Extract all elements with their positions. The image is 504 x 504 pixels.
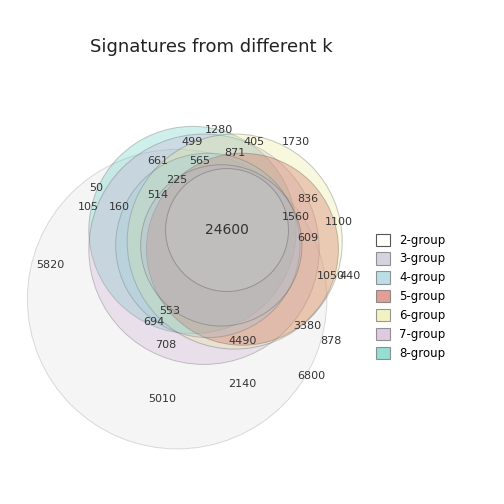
Text: 1280: 1280	[205, 125, 233, 135]
Text: 1560: 1560	[282, 212, 310, 222]
Ellipse shape	[166, 169, 288, 291]
Text: 225: 225	[166, 175, 188, 185]
Ellipse shape	[116, 153, 300, 338]
Text: 105: 105	[78, 202, 99, 212]
Title: Signatures from different k: Signatures from different k	[90, 38, 333, 56]
Text: 553: 553	[159, 306, 180, 316]
Ellipse shape	[89, 127, 296, 334]
Legend: 2-group, 3-group, 4-group, 5-group, 6-group, 7-group, 8-group: 2-group, 3-group, 4-group, 5-group, 6-gr…	[371, 229, 450, 365]
Text: 499: 499	[182, 137, 203, 147]
Text: 24600: 24600	[205, 223, 249, 237]
Text: 5820: 5820	[36, 260, 65, 270]
Text: 514: 514	[147, 191, 168, 201]
Text: 5010: 5010	[148, 394, 176, 404]
Text: 50: 50	[90, 183, 103, 193]
Text: 836: 836	[297, 195, 318, 204]
Text: 694: 694	[144, 317, 165, 327]
Text: 405: 405	[243, 137, 265, 147]
Ellipse shape	[27, 149, 327, 449]
Text: 1100: 1100	[325, 217, 352, 227]
Text: 878: 878	[320, 336, 341, 346]
Text: 160: 160	[109, 202, 130, 212]
Text: 708: 708	[155, 340, 176, 350]
Text: 440: 440	[339, 271, 360, 281]
Ellipse shape	[146, 153, 338, 345]
Text: 4490: 4490	[228, 336, 257, 346]
Text: 1730: 1730	[282, 137, 310, 147]
Text: 1050: 1050	[317, 271, 345, 281]
Text: 871: 871	[224, 148, 245, 158]
Ellipse shape	[141, 165, 302, 326]
Text: 609: 609	[297, 233, 318, 243]
Text: 2140: 2140	[228, 379, 257, 389]
Text: 6800: 6800	[297, 371, 326, 381]
Text: 661: 661	[148, 156, 168, 166]
Ellipse shape	[89, 134, 319, 364]
Ellipse shape	[127, 134, 342, 349]
Text: 565: 565	[190, 156, 211, 166]
Text: 3380: 3380	[294, 321, 322, 331]
